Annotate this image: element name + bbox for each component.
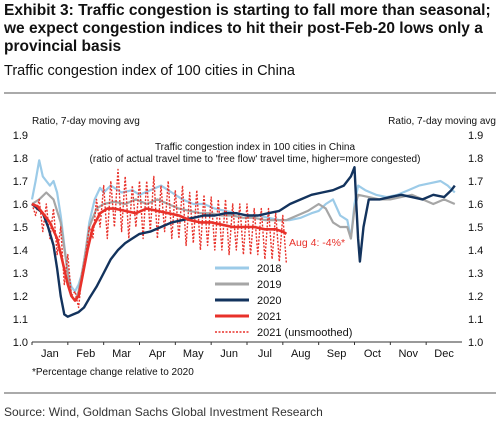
legend-label-2021: 2021 <box>257 311 281 323</box>
source-note: Source: Wind, Goldman Sachs Global Inves… <box>4 405 323 419</box>
series-line-2020 <box>31 166 456 318</box>
y-tick-left: 1.4 <box>13 245 28 257</box>
y-tick-right: 1.0 <box>468 337 483 349</box>
y-tick-left: 1.0 <box>13 337 28 349</box>
x-tick-label: Nov <box>398 348 418 360</box>
footnote: *Percentage change relative to 2020 <box>32 367 194 378</box>
y-tick-right: 1.5 <box>468 222 483 234</box>
legend-label-2021u: 2021 (unsmoothed) <box>257 327 352 339</box>
y-tick-left: 1.6 <box>13 199 28 211</box>
y-tick-left: 1.9 <box>13 130 28 142</box>
x-tick-label: Dec <box>434 348 454 360</box>
y-tick-right: 1.7 <box>468 176 483 188</box>
legend-label-2019: 2019 <box>257 279 281 291</box>
left-axis-label: Ratio, 7-day moving avg <box>32 116 140 127</box>
y-tick-left: 1.8 <box>13 153 28 165</box>
y-tick-left: 1.1 <box>13 314 28 326</box>
y-tick-right: 1.6 <box>468 199 483 211</box>
y-tick-right: 1.3 <box>468 268 483 280</box>
x-tick-label: Aug <box>291 348 311 360</box>
right-axis-label: Ratio, 7-day moving avg <box>388 116 496 127</box>
y-tick-left: 1.7 <box>13 176 28 188</box>
y-tick-left: 1.2 <box>13 291 28 303</box>
x-tick-label: Mar <box>112 348 131 360</box>
y-tick-right: 1.8 <box>468 153 483 165</box>
y-tick-right: 1.4 <box>468 245 483 257</box>
y-tick-right: 1.2 <box>468 291 483 303</box>
x-tick-label: May <box>183 348 204 360</box>
x-tick-label: Jan <box>41 348 59 360</box>
chart-inner-subtitle: (ratio of actual travel time to 'free fl… <box>90 154 421 165</box>
legend-label-2018: 2018 <box>257 263 281 275</box>
x-tick-label: Jun <box>220 348 238 360</box>
legend-label-2020: 2020 <box>257 295 281 307</box>
exhibit-title: Exhibit 3: Traffic congestion is startin… <box>4 2 491 55</box>
x-tick-label: Oct <box>364 348 381 360</box>
x-tick-label: Feb <box>76 348 95 360</box>
x-tick-label: Sep <box>327 348 347 360</box>
x-tick-label: Apr <box>149 348 166 360</box>
y-tick-right: 1.1 <box>468 314 483 326</box>
y-tick-left: 1.5 <box>13 222 28 234</box>
chart-inner-title: Traffic congestion index in 100 cities i… <box>155 142 356 153</box>
series-line-2021u <box>31 168 288 309</box>
series-line-2021 <box>31 202 288 302</box>
exhibit-subtitle: Traffic congestion index of 100 cities i… <box>4 63 295 79</box>
annotation-aug4: Aug 4: -4%* <box>289 237 345 249</box>
y-tick-left: 1.3 <box>13 268 28 280</box>
x-tick-label: Jul <box>258 348 272 360</box>
y-tick-right: 1.9 <box>468 130 483 142</box>
